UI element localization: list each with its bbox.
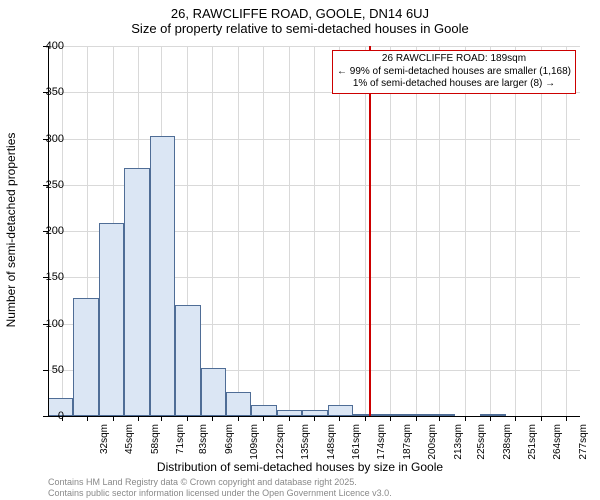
x-tick-label: 58sqm	[150, 424, 161, 464]
y-tick-label: 150	[24, 271, 64, 283]
histogram-bar	[99, 223, 124, 416]
x-tick-label: 148sqm	[326, 424, 337, 464]
histogram-bar	[226, 392, 251, 416]
histogram-bar	[150, 136, 175, 416]
title-line-2: Size of property relative to semi-detach…	[0, 21, 600, 36]
histogram-bar	[175, 305, 200, 416]
annotation-line: ← 99% of semi-detached houses are smalle…	[337, 66, 571, 79]
x-tick-label: 96sqm	[224, 424, 235, 464]
x-tick-label: 251sqm	[527, 424, 538, 464]
title-block: 26, RAWCLIFFE ROAD, GOOLE, DN14 6UJ Size…	[0, 0, 600, 36]
x-tick-label: 174sqm	[376, 424, 387, 464]
histogram-bar	[201, 368, 226, 416]
y-tick-label: 400	[24, 40, 64, 52]
annotation-line: 26 RAWCLIFFE ROAD: 189sqm	[337, 53, 571, 66]
footer-line-2: Contains public sector information licen…	[48, 488, 392, 498]
y-tick-label: 50	[24, 364, 64, 376]
x-tick-label: 200sqm	[427, 424, 438, 464]
gridline-v	[541, 46, 542, 416]
x-tick-label: 187sqm	[402, 424, 413, 464]
gridline-v	[465, 46, 466, 416]
gridline-v	[390, 46, 391, 416]
x-tick-label: 238sqm	[502, 424, 513, 464]
gridline-v	[289, 46, 290, 416]
x-tick-label: 71sqm	[175, 424, 186, 464]
y-tick-label: 0	[24, 410, 64, 422]
x-tick-label: 213sqm	[453, 424, 464, 464]
annotation-line: 1% of semi-detached houses are larger (8…	[337, 78, 571, 91]
histogram-bar	[124, 168, 149, 416]
gridline-v	[339, 46, 340, 416]
y-tick-label: 100	[24, 318, 64, 330]
footer-line-1: Contains HM Land Registry data © Crown c…	[48, 477, 392, 487]
x-tick-label: 135sqm	[300, 424, 311, 464]
x-tick-label: 225sqm	[476, 424, 487, 464]
gridline-v	[515, 46, 516, 416]
chart: 26 RAWCLIFFE ROAD: 189sqm← 99% of semi-d…	[48, 46, 580, 416]
title-line-1: 26, RAWCLIFFE ROAD, GOOLE, DN14 6UJ	[0, 6, 600, 21]
gridline-v	[212, 46, 213, 416]
y-axis-title: Number of semi-detached properties	[4, 133, 18, 328]
y-tick-label: 250	[24, 179, 64, 191]
x-tick-label: 277sqm	[578, 424, 589, 464]
gridline-v	[566, 46, 567, 416]
gridline-v	[263, 46, 264, 416]
gridline-v	[238, 46, 239, 416]
gridline-v	[490, 46, 491, 416]
y-tick-label: 200	[24, 225, 64, 237]
x-tick-label: 161sqm	[351, 424, 362, 464]
gridline-v	[365, 46, 366, 416]
x-tick-label: 122sqm	[275, 424, 286, 464]
y-tick-label: 350	[24, 86, 64, 98]
x-tick-label: 264sqm	[552, 424, 563, 464]
x-tick-label: 45sqm	[124, 424, 135, 464]
gridline-v	[314, 46, 315, 416]
histogram-bar	[251, 405, 276, 416]
histogram-bar	[328, 405, 353, 416]
gridline-v	[416, 46, 417, 416]
x-axis-line	[48, 416, 580, 417]
plot-area: 26 RAWCLIFFE ROAD: 189sqm← 99% of semi-d…	[48, 46, 580, 416]
footer: Contains HM Land Registry data © Crown c…	[48, 477, 392, 498]
gridline-v	[439, 46, 440, 416]
y-tick-label: 300	[24, 133, 64, 145]
x-tick-label: 83sqm	[198, 424, 209, 464]
marker-line	[369, 46, 371, 416]
x-tick-label: 32sqm	[99, 424, 110, 464]
x-tick-label: 109sqm	[249, 424, 260, 464]
histogram-bar	[73, 298, 98, 416]
annotation-box: 26 RAWCLIFFE ROAD: 189sqm← 99% of semi-d…	[332, 50, 576, 94]
